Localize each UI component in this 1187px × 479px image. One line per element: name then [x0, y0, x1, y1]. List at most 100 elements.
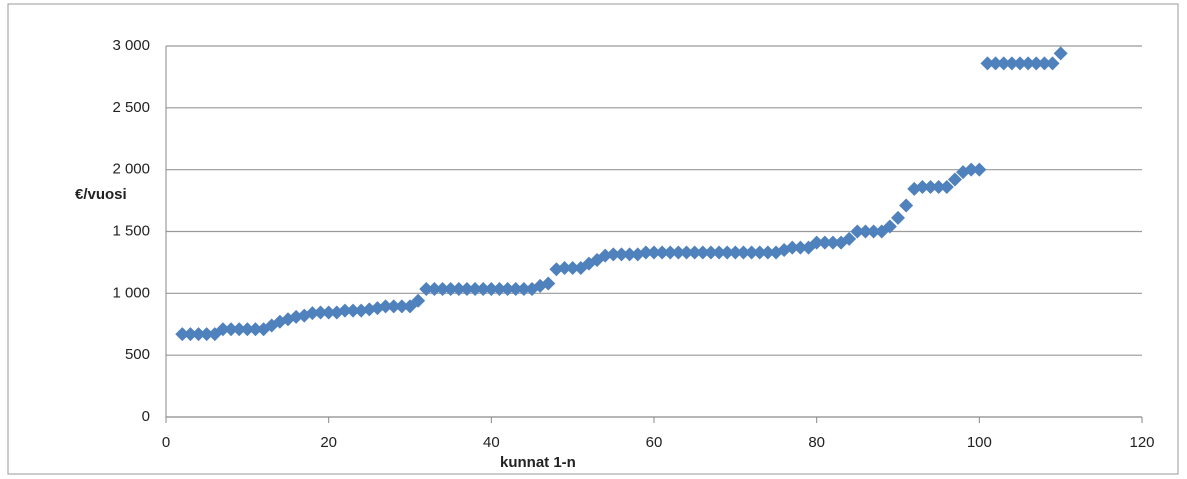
y-axis-label: €/vuosi	[75, 186, 127, 203]
x-tick-label: 0	[162, 434, 170, 451]
point	[419, 282, 434, 297]
point	[468, 282, 483, 297]
point	[785, 240, 800, 255]
point	[793, 240, 808, 255]
point	[939, 179, 954, 194]
point	[346, 303, 361, 318]
point	[492, 282, 507, 297]
point	[240, 322, 255, 337]
point	[557, 260, 572, 275]
point	[712, 245, 727, 260]
point	[736, 245, 751, 260]
point	[687, 245, 702, 260]
point	[809, 235, 824, 250]
x-axis-label: kunnat 1-n	[500, 454, 576, 471]
point	[923, 179, 938, 194]
point	[459, 282, 474, 297]
point	[175, 327, 190, 342]
point	[411, 293, 426, 308]
y-tick-label: 0	[142, 408, 150, 425]
point	[663, 245, 678, 260]
x-tick-label: 60	[646, 434, 663, 451]
point	[386, 299, 401, 314]
point	[1045, 56, 1060, 71]
point	[720, 245, 735, 260]
point	[321, 305, 336, 320]
point	[435, 282, 450, 297]
point	[882, 219, 897, 234]
y-tick-label: 1 000	[112, 284, 150, 301]
point	[622, 247, 637, 262]
point	[378, 299, 393, 314]
point	[224, 322, 239, 337]
point	[516, 282, 531, 297]
point	[964, 162, 979, 177]
point	[931, 179, 946, 194]
point	[1013, 56, 1027, 71]
point	[199, 327, 214, 342]
point	[891, 210, 905, 225]
point	[443, 282, 458, 297]
point	[305, 306, 320, 321]
point	[232, 322, 247, 337]
point	[1021, 56, 1036, 71]
point	[679, 245, 694, 260]
point	[541, 276, 556, 291]
point	[484, 282, 499, 297]
point	[427, 282, 442, 297]
point	[191, 327, 206, 342]
point	[996, 56, 1011, 71]
y-tick-label: 500	[125, 346, 150, 363]
point	[695, 245, 710, 260]
point	[899, 198, 914, 213]
point	[1053, 46, 1068, 61]
point	[866, 224, 881, 239]
point	[842, 231, 857, 246]
point	[947, 172, 962, 187]
point	[183, 327, 198, 342]
point	[980, 56, 995, 71]
point	[858, 224, 873, 239]
point	[1037, 56, 1052, 71]
point	[671, 245, 686, 260]
point	[972, 162, 987, 177]
point	[500, 282, 515, 297]
point	[638, 245, 653, 260]
x-tick-label: 40	[483, 434, 500, 451]
point	[1004, 56, 1019, 71]
x-tick-label: 120	[1129, 434, 1154, 451]
point	[313, 305, 328, 320]
point	[647, 245, 661, 260]
y-tick-label: 3 000	[112, 37, 150, 54]
point	[655, 245, 670, 260]
point	[988, 56, 1003, 71]
point	[606, 247, 621, 262]
point	[476, 282, 491, 297]
point	[337, 303, 352, 318]
point	[817, 235, 832, 250]
point	[752, 245, 767, 260]
x-tick-label: 100	[967, 434, 992, 451]
x-tick-label: 20	[320, 434, 337, 451]
point	[614, 247, 629, 262]
y-tick-label: 2 500	[112, 99, 150, 116]
point	[760, 245, 775, 260]
point	[394, 299, 409, 314]
point	[1029, 56, 1044, 71]
point	[703, 245, 718, 260]
point	[850, 224, 865, 239]
chart-frame	[7, 3, 1179, 475]
point	[744, 245, 759, 260]
point	[565, 260, 580, 275]
point	[215, 322, 230, 337]
point	[915, 179, 930, 194]
point	[825, 235, 840, 250]
x-tick-label: 80	[808, 434, 825, 451]
point	[248, 322, 263, 337]
point	[451, 282, 466, 297]
y-tick-label: 2 000	[112, 161, 150, 178]
point	[728, 245, 743, 260]
point	[508, 282, 523, 297]
y-tick-label: 1 500	[112, 222, 150, 239]
